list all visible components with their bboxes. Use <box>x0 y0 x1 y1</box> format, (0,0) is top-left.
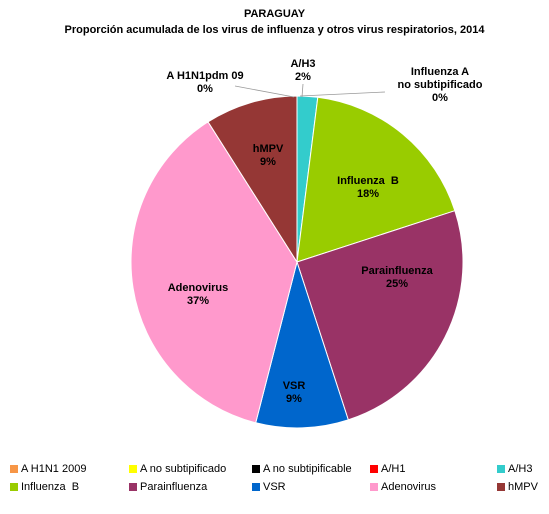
legend-item: A/H1 <box>370 463 405 475</box>
pie-slice <box>296 210 464 421</box>
value-label: 18% <box>356 188 380 200</box>
legend-label: A/H1 <box>381 463 406 475</box>
value-label: 0% <box>197 83 213 95</box>
value-label: 25% <box>385 278 409 290</box>
legend-item: A/H3 <box>497 463 532 475</box>
pie-slice <box>296 96 456 263</box>
legend-item: Adenovirus <box>370 481 436 493</box>
pie-slice <box>207 95 298 264</box>
legend-label: A no subtipificable <box>263 463 352 475</box>
chart-subtitle: Proporción acumulada de los virus de inf… <box>64 24 485 36</box>
value-label: 9% <box>286 393 302 405</box>
slice-label: hMPV <box>252 143 284 155</box>
pie-slice <box>255 260 349 429</box>
legend-item: hMPV <box>497 481 538 493</box>
legend-swatch <box>497 483 505 491</box>
slice-label: VSR <box>282 380 306 392</box>
legend-swatch <box>370 465 378 473</box>
legend-label: Influenza B <box>21 481 80 493</box>
leader-line <box>299 91 386 97</box>
leader-line <box>234 85 295 98</box>
slice-label: Parainfluenza <box>361 265 433 277</box>
value-label: 9% <box>260 156 276 168</box>
legend-swatch <box>252 483 260 491</box>
legend-swatch <box>370 483 378 491</box>
slice-label: A H1N1pdm 09 <box>166 70 244 82</box>
legend-item: Influenza B <box>10 481 79 493</box>
legend-swatch <box>497 465 505 473</box>
legend-item: Parainfluenza <box>129 481 207 493</box>
legend-item: A no subtipificado <box>129 463 226 475</box>
legend-label: VSR <box>263 481 286 493</box>
leader-line <box>301 83 304 98</box>
legend-label: A/H3 <box>508 463 533 475</box>
legend-swatch <box>252 465 260 473</box>
legend-swatch <box>10 465 18 473</box>
chart-title: PARAGUAY <box>243 8 306 20</box>
value-label: 0% <box>432 92 448 104</box>
legend-label: Adenovirus <box>381 481 437 493</box>
legend-label: hMPV <box>508 481 538 493</box>
value-label: 37% <box>186 295 210 307</box>
value-label: 2% <box>295 71 311 83</box>
legend-swatch <box>10 483 18 491</box>
legend-swatch <box>129 483 137 491</box>
legend-item: A no subtipificable <box>252 463 352 475</box>
legend-swatch <box>129 465 137 473</box>
legend-label: A H1N1 2009 <box>21 463 87 475</box>
slice-label: Influenza B <box>337 175 399 187</box>
legend-item: VSR <box>252 481 286 493</box>
legend-label: Parainfluenza <box>140 481 208 493</box>
slice-label: Adenovirus <box>167 282 229 294</box>
legend-item: A H1N1 2009 <box>10 463 86 475</box>
slice-label: A/H3 <box>290 58 316 70</box>
legend-label: A no subtipificado <box>140 463 227 475</box>
slice-label: Influenza A no subtipificado <box>397 66 483 91</box>
